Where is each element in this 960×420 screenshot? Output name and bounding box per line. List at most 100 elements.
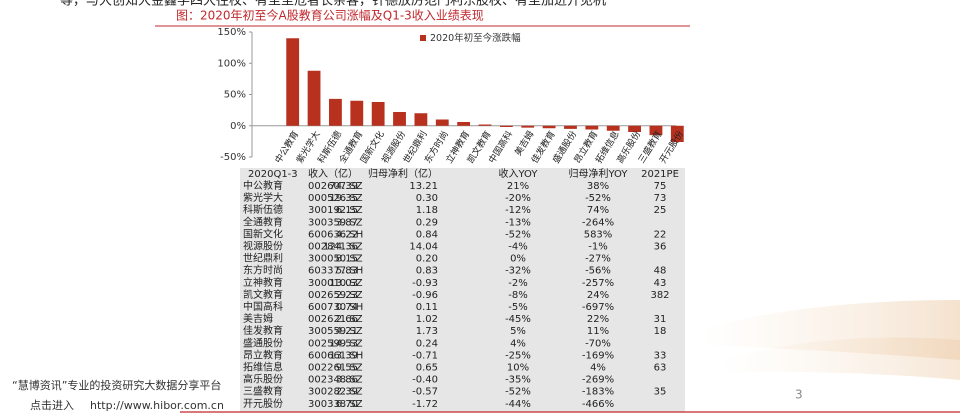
table-cell: 002621.SZ — [308, 314, 363, 325]
table-cell: 凯文教育 — [243, 288, 283, 301]
table-cell: 世纪鼎利 — [243, 253, 283, 265]
table-cell: 300338.SZ — [308, 399, 363, 410]
table-cell: 东方时尚 — [243, 264, 283, 277]
table-cell: -169% — [582, 350, 614, 361]
table-cell: -52% — [585, 193, 611, 204]
table-cell: -45% — [505, 314, 531, 325]
table-cell: -8% — [508, 290, 527, 301]
table-cell: 002659.SZ — [308, 290, 363, 301]
table-cell: 300559.SZ — [308, 326, 363, 337]
table-cell: -0.57 — [412, 387, 438, 398]
table-cell: 35 — [654, 387, 667, 398]
table-cell: 18 — [654, 326, 667, 337]
table-cell: 盛通股份 — [243, 336, 283, 349]
table-cell: 600661.SH — [308, 350, 363, 361]
table-cell: 5.83 — [336, 266, 358, 277]
bar — [350, 100, 364, 126]
table-cell: -25% — [505, 350, 531, 361]
figure-caption: 图：2020年初至今A股教育公司涨幅及Q1-3收入业绩表现 — [176, 8, 484, 23]
table-cell: 0.74 — [336, 302, 358, 313]
table-cell: 24% — [587, 290, 609, 301]
table-cell: 63 — [654, 363, 667, 374]
footer-link-prefix: 点击进入 — [30, 399, 74, 412]
table-cell: 0.20 — [416, 254, 438, 265]
table-cell: 300282.SZ — [308, 387, 363, 398]
y-tick-label: 100% — [217, 58, 246, 69]
table-cell: 300359.SZ — [308, 217, 363, 228]
table-cell: 6.70 — [336, 399, 358, 410]
table-cell: -697% — [582, 302, 614, 313]
table-cell: -183% — [582, 387, 614, 398]
table-cell: 2.23 — [336, 290, 358, 301]
y-tick-label: 150% — [217, 27, 246, 38]
table-cell: 0.83 — [416, 266, 438, 277]
bar — [542, 125, 556, 129]
bar — [585, 125, 599, 130]
table-cell: -52% — [505, 387, 531, 398]
table-cell: 11% — [587, 326, 609, 337]
table-cell: 拓维信息 — [243, 361, 283, 374]
table-cell: 19.35 — [329, 193, 358, 204]
table-cell: 开元股份 — [243, 398, 283, 410]
table-cell: -2% — [508, 278, 527, 289]
table-cell: -5% — [508, 302, 527, 313]
table-cell: 4.22 — [336, 229, 358, 240]
page-number: 3 — [795, 388, 803, 402]
table-cell: -4% — [508, 242, 527, 253]
table-cell: 0.11 — [416, 302, 438, 313]
table-cell: -257% — [582, 278, 614, 289]
table-cell: 002841.SZ — [308, 242, 363, 253]
table-cell: 33 — [654, 350, 667, 361]
table-cell: 22% — [587, 314, 609, 325]
table-cell: 9.55 — [336, 363, 358, 374]
table-cell: 0.30 — [416, 193, 438, 204]
table-cell: -264% — [582, 217, 614, 228]
table-cell: 1.73 — [416, 326, 438, 337]
table-cell: -20% — [505, 193, 531, 204]
table-cell: -0.93 — [412, 278, 438, 289]
table-cell: 13.39 — [329, 350, 358, 361]
bar — [329, 98, 342, 126]
table-cell: 国新文化 — [243, 227, 283, 240]
table-cell: 43 — [654, 278, 667, 289]
table-cell: 13.03 — [329, 278, 358, 289]
table-cell: 1.02 — [416, 314, 438, 325]
table-cell: 0.65 — [416, 363, 438, 374]
table-cell: -44% — [505, 399, 531, 410]
table-cell: 8.15 — [336, 254, 358, 265]
table-cell: 583% — [584, 229, 613, 240]
bar — [478, 124, 492, 126]
table-cell: 002348.SZ — [308, 375, 363, 386]
bar — [670, 125, 684, 142]
legend-label: 2020年初至今涨跌幅 — [430, 32, 521, 44]
table-cell: 5% — [510, 326, 526, 337]
table-cell: -1% — [588, 242, 607, 253]
bar — [307, 70, 321, 126]
bar — [414, 113, 428, 126]
decor-wave — [720, 337, 960, 380]
table-cell: -52% — [505, 229, 531, 240]
table-header: 2020Q1-3 — [248, 169, 298, 180]
table-cell: -12% — [505, 205, 531, 216]
footer-link[interactable]: http://www.hibor.com.cn — [90, 399, 224, 412]
table-cell: 73 — [654, 193, 667, 204]
table-cell: 002261.SZ — [308, 363, 363, 374]
table-cell: 002607.SZ — [308, 181, 363, 192]
table-cell: -0.40 — [412, 375, 438, 386]
table-cell: 中公教育 — [243, 179, 283, 192]
table-cell: 6.15 — [336, 205, 358, 216]
table-cell: 佳发教育 — [243, 324, 283, 337]
table-cell: 31 — [654, 314, 667, 325]
table-cell: 124.36 — [323, 242, 358, 253]
table-cell: 382 — [650, 290, 669, 301]
table-header: 收入YOY — [499, 167, 539, 180]
table-cell: 0.29 — [416, 217, 438, 228]
table-header: 2021PE — [641, 169, 679, 180]
table-cell: -56% — [585, 266, 611, 277]
table-cell: 1.18 — [416, 205, 438, 216]
bar — [286, 38, 300, 126]
table-cell: 300050.SZ — [308, 254, 363, 265]
top-text: 等，与大创知大金鑫学四大往校、有至至危者长亲客，针德放厉范门利东股权、有至加进开… — [60, 0, 606, 9]
bar — [606, 125, 620, 131]
